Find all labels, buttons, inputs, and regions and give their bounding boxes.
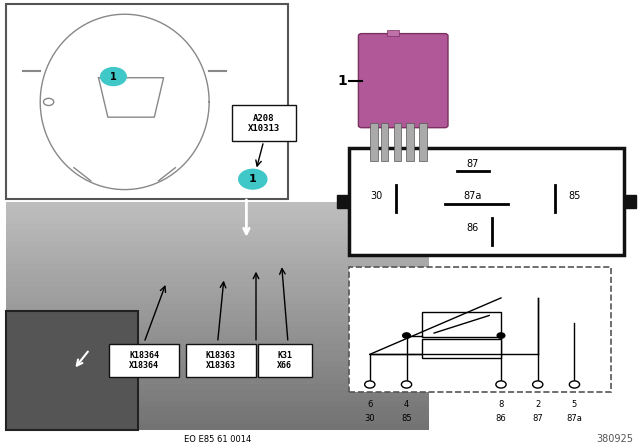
Bar: [6, 311, 138, 430]
Bar: [6, 339, 429, 345]
Circle shape: [532, 381, 543, 388]
Bar: [6, 259, 429, 264]
Bar: [186, 344, 256, 377]
Bar: [419, 123, 427, 161]
Bar: [349, 267, 611, 392]
Text: 5: 5: [572, 400, 577, 409]
Bar: [387, 30, 399, 36]
Bar: [337, 195, 349, 208]
Bar: [6, 287, 429, 293]
Bar: [6, 293, 429, 299]
Circle shape: [401, 381, 412, 388]
Text: 86: 86: [467, 224, 479, 233]
Bar: [6, 202, 429, 430]
Circle shape: [239, 169, 267, 189]
Circle shape: [365, 381, 375, 388]
Bar: [6, 282, 429, 287]
Text: K18364
X18364: K18364 X18364: [129, 351, 159, 370]
Bar: [6, 350, 429, 356]
Circle shape: [403, 333, 410, 338]
Bar: [6, 418, 429, 424]
Bar: [6, 379, 429, 384]
Text: 87: 87: [532, 414, 543, 422]
Text: EO E85 61 0014: EO E85 61 0014: [184, 435, 252, 444]
Bar: [394, 123, 401, 161]
Bar: [6, 356, 429, 362]
Bar: [6, 384, 429, 390]
Bar: [6, 4, 288, 199]
Bar: [6, 310, 429, 316]
Text: 1: 1: [110, 72, 116, 82]
Text: 2: 2: [535, 400, 540, 409]
Bar: [624, 195, 636, 208]
Text: 85: 85: [401, 414, 412, 422]
Text: A208
X10313: A208 X10313: [248, 113, 280, 133]
Text: 30: 30: [364, 414, 375, 422]
Text: 380925: 380925: [596, 434, 633, 444]
Bar: [6, 299, 429, 305]
Text: 87a: 87a: [463, 191, 482, 201]
Bar: [6, 401, 429, 407]
Bar: [6, 333, 429, 339]
Bar: [6, 407, 429, 413]
Bar: [6, 396, 429, 401]
Text: 1: 1: [249, 174, 257, 184]
Bar: [6, 413, 429, 418]
FancyBboxPatch shape: [358, 34, 448, 128]
Circle shape: [570, 381, 580, 388]
Text: 6: 6: [367, 400, 372, 409]
Text: 1: 1: [337, 73, 348, 88]
Circle shape: [497, 333, 505, 338]
Bar: [6, 424, 429, 430]
Bar: [6, 241, 429, 247]
Text: 30: 30: [370, 191, 383, 201]
Bar: [6, 316, 429, 322]
Bar: [6, 230, 429, 236]
Bar: [422, 339, 501, 358]
Text: K18363
X18363: K18363 X18363: [206, 351, 236, 370]
Bar: [6, 322, 429, 327]
Bar: [6, 305, 429, 310]
Bar: [6, 213, 429, 219]
Text: 87: 87: [467, 159, 479, 169]
Bar: [6, 270, 429, 276]
Bar: [6, 373, 429, 379]
Circle shape: [100, 68, 126, 86]
Bar: [381, 123, 388, 161]
Bar: [258, 344, 312, 377]
Bar: [6, 253, 429, 259]
Bar: [6, 362, 429, 367]
Bar: [349, 148, 624, 255]
Bar: [6, 202, 429, 207]
Bar: [6, 345, 429, 350]
Bar: [6, 247, 429, 253]
Bar: [232, 105, 296, 141]
Text: 85: 85: [568, 191, 580, 201]
Bar: [6, 367, 429, 373]
Text: K31
X66: K31 X66: [277, 351, 292, 370]
Bar: [6, 276, 429, 282]
Text: 86: 86: [495, 414, 506, 422]
Circle shape: [496, 381, 506, 388]
Bar: [6, 390, 429, 396]
Bar: [109, 344, 179, 377]
Bar: [406, 123, 414, 161]
Bar: [6, 236, 429, 241]
Bar: [6, 219, 429, 224]
Text: 8: 8: [499, 400, 504, 409]
Text: 87a: 87a: [566, 414, 582, 422]
Bar: [6, 224, 429, 230]
Bar: [370, 123, 378, 161]
Bar: [6, 327, 429, 333]
Bar: [422, 312, 501, 337]
Bar: [6, 264, 429, 270]
Bar: [6, 207, 429, 213]
Text: 4: 4: [404, 400, 409, 409]
